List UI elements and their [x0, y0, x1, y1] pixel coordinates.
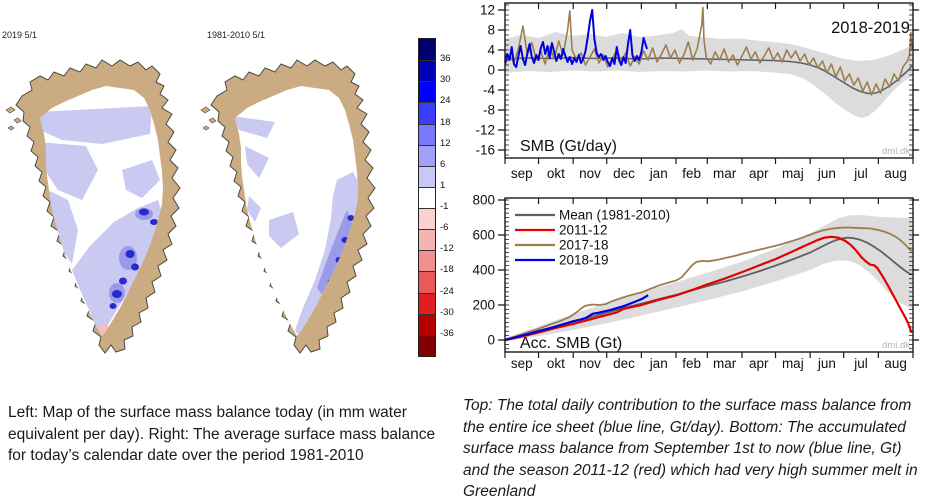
month-label: jan — [649, 166, 668, 181]
month-label: apr — [749, 356, 769, 371]
y-axis-tick-label: 200 — [472, 298, 495, 313]
colorbar-tick-label: -30 — [440, 306, 454, 318]
month-label: maj — [782, 166, 804, 181]
colorbar-segment — [419, 144, 435, 166]
colorbar-segment — [419, 334, 435, 356]
offshore-islands — [5, 106, 22, 131]
y-axis-tick-label: -12 — [475, 123, 495, 138]
colorbar-segment — [419, 229, 435, 251]
watermark: dmi.dk — [882, 340, 910, 351]
month-label: sep — [511, 356, 533, 371]
colorbar-tick-label: 24 — [440, 95, 451, 107]
chart-inplot-label: SMB (Gt/day) — [520, 138, 617, 155]
colorbar-tick-label: 18 — [440, 116, 451, 128]
series-2017-18 — [504, 226, 913, 341]
month-label: jul — [853, 356, 868, 371]
month-label: jul — [853, 166, 868, 181]
colorbar-tick-label: -12 — [440, 243, 454, 255]
colorbar-tick-label: -1 — [440, 201, 449, 213]
caption-maps: Left: Map of the surface mass balance to… — [8, 404, 436, 464]
colorbar-tick-label: 6 — [440, 158, 446, 170]
legend-label: 2018-19 — [559, 253, 609, 268]
colorbar-segment — [419, 250, 435, 272]
colorbar-segment — [419, 186, 435, 208]
chart-inplot-label: Acc. SMB (Gt) — [520, 335, 622, 352]
colorbar: 36 30 24 18 12 6 1 -1 -6 -12 -18 -24 -30 -36 — [418, 38, 488, 358]
month-label: nov — [579, 166, 601, 181]
month-label: nov — [579, 356, 601, 371]
greenland-map-1981-2010-average — [200, 59, 376, 354]
month-label: aug — [884, 356, 907, 371]
colorbar-segment — [419, 39, 435, 61]
colorbar-segment — [419, 60, 435, 82]
chart-season-title: 2018-2019 — [831, 19, 910, 37]
caption-charts: Top: The total daily contribution to the… — [463, 397, 918, 499]
month-label: aug — [884, 166, 907, 181]
y-axis-tick-label: 400 — [472, 263, 495, 278]
plot-frame — [504, 2, 914, 159]
plot-frame — [504, 197, 914, 353]
map-date-label-average: 1981-2010 5/1 — [207, 30, 266, 40]
month-label: okt — [547, 166, 565, 181]
colorbar-tick-label: -24 — [440, 285, 454, 297]
colorbar-segment — [419, 271, 435, 293]
month-label: dec — [613, 166, 635, 181]
colorbar-segment — [419, 208, 435, 230]
y-axis-tick-label: 4 — [487, 43, 495, 58]
colorbar-tick-label: 12 — [440, 137, 451, 149]
colorbar-segment — [419, 165, 435, 187]
month-label: okt — [547, 356, 565, 371]
series-Mean (1981-2010) — [504, 236, 913, 341]
map-date-label-today: 2019 5/1 — [2, 30, 38, 40]
greenland-map-today — [5, 59, 181, 354]
y-axis-tick-label: 8 — [487, 23, 495, 38]
y-axis-tick-label: 12 — [480, 3, 495, 18]
colorbar-segment — [419, 292, 435, 314]
month-label: apr — [749, 166, 769, 181]
month-label: feb — [682, 356, 701, 371]
legend-label: 2011-12 — [559, 223, 608, 238]
colorbar-tick-label: -36 — [440, 327, 454, 339]
colorbar-segment — [419, 313, 435, 335]
month-label: feb — [682, 166, 701, 181]
month-label: maj — [782, 356, 804, 371]
y-axis-tick-label: -16 — [475, 143, 495, 158]
month-label: dec — [613, 356, 635, 371]
colorbar-scale — [418, 38, 436, 357]
y-axis-tick-label: -4 — [483, 83, 495, 98]
colorbar-tick-label: 1 — [440, 179, 446, 191]
colorbar-tick-label: 36 — [440, 53, 451, 65]
y-axis-tick-label: 600 — [472, 228, 495, 243]
y-axis-tick-label: 800 — [472, 193, 495, 208]
y-axis-tick-label: 0 — [487, 333, 495, 348]
month-label: jun — [817, 166, 836, 181]
offshore-islands — [200, 106, 217, 131]
month-label: mar — [713, 356, 737, 371]
colorbar-tick-label: -18 — [440, 264, 454, 276]
series-2011-12 — [504, 235, 913, 342]
colorbar-tick-label: -6 — [440, 222, 449, 234]
y-axis-tick-label: -8 — [483, 103, 495, 118]
month-label: mar — [713, 166, 737, 181]
series-2018-19 — [504, 9, 648, 68]
colorbar-segment — [419, 102, 435, 124]
legend-label: 2017-18 — [559, 238, 609, 253]
legend-label: Mean (1981-2010) — [559, 208, 670, 223]
smb-overlay-patches — [40, 106, 163, 336]
y-axis-tick-label: 0 — [487, 63, 495, 78]
month-label: jun — [817, 356, 836, 371]
month-label: sep — [511, 166, 533, 181]
colorbar-segment — [419, 123, 435, 145]
colorbar-segment — [419, 81, 435, 103]
series-2018-19 — [504, 294, 649, 342]
colorbar-tick-label: 30 — [440, 74, 451, 86]
series-2017-18 — [504, 6, 913, 96]
month-label: jan — [649, 356, 668, 371]
range-band — [505, 29, 912, 118]
watermark: dmi.dk — [882, 146, 910, 157]
